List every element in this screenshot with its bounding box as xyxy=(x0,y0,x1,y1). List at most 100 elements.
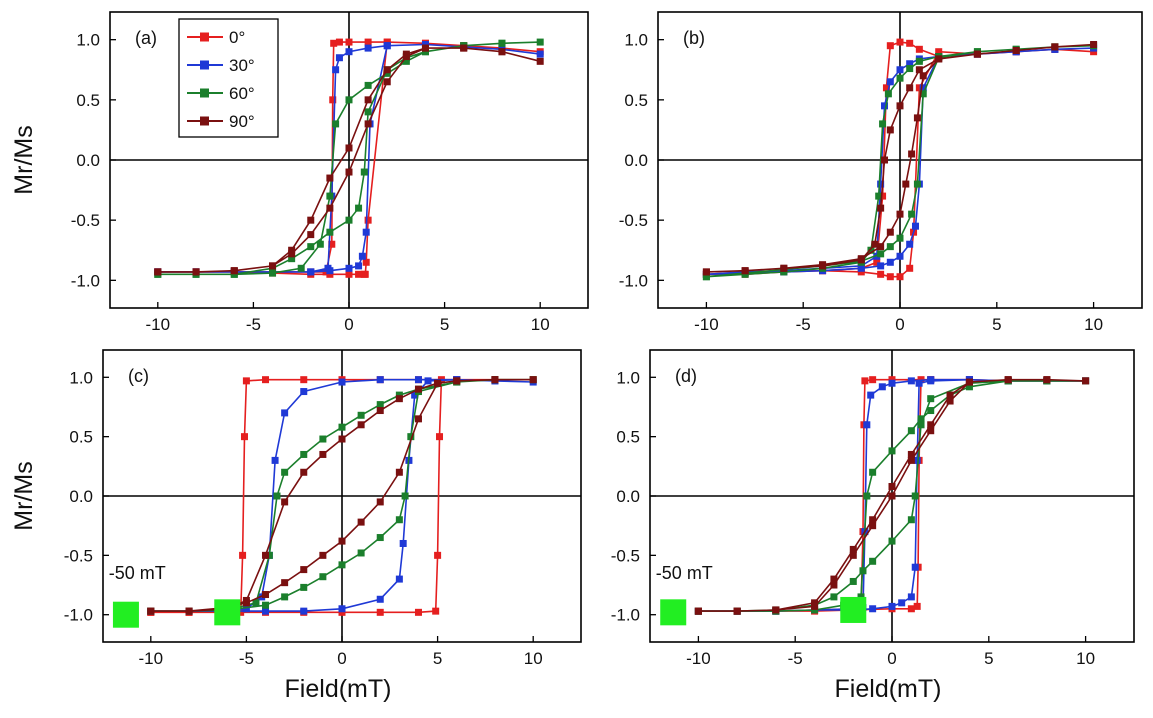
data-point xyxy=(239,551,247,559)
legend-marker xyxy=(200,60,209,70)
data-point xyxy=(906,264,914,272)
x-tick-label: -5 xyxy=(788,649,803,668)
data-point xyxy=(338,605,346,613)
data-point xyxy=(411,391,419,399)
data-point xyxy=(772,606,780,614)
y-tick-label: 1.0 xyxy=(616,368,640,387)
data-point xyxy=(319,435,327,443)
data-point xyxy=(881,102,889,110)
data-point xyxy=(877,270,885,278)
data-point xyxy=(849,545,857,553)
y-tick-label: 0.0 xyxy=(616,487,640,506)
data-point xyxy=(927,427,935,435)
data-point xyxy=(262,591,270,599)
data-point xyxy=(907,456,915,464)
data-point xyxy=(355,270,363,278)
green-square-marker xyxy=(112,601,139,628)
series-line xyxy=(150,378,534,612)
data-point xyxy=(896,74,904,82)
data-point xyxy=(913,602,921,610)
data-point xyxy=(694,607,702,615)
data-point xyxy=(927,377,935,385)
data-point xyxy=(322,268,330,276)
data-point xyxy=(882,84,890,92)
x-tick-label: 10 xyxy=(531,315,550,334)
data-point xyxy=(741,267,749,275)
data-point xyxy=(1090,40,1098,48)
data-point xyxy=(886,126,894,134)
data-point xyxy=(345,144,353,152)
data-point xyxy=(830,581,838,589)
data-point xyxy=(896,234,904,242)
data-point xyxy=(911,222,919,230)
data-point xyxy=(281,468,289,476)
x-axis-title: Field(mT) xyxy=(285,675,392,703)
y-axis-title: Mr/Ms xyxy=(10,125,38,194)
data-point xyxy=(869,376,877,384)
data-point xyxy=(338,561,346,569)
data-point xyxy=(407,433,415,441)
y-tick-label: -0.5 xyxy=(619,211,648,230)
data-point xyxy=(915,45,923,53)
data-point xyxy=(873,252,881,260)
data-point xyxy=(399,539,407,547)
data-point xyxy=(888,376,896,384)
data-point xyxy=(414,608,422,616)
data-point xyxy=(434,551,442,559)
x-tick-label: 0 xyxy=(344,315,353,334)
data-point xyxy=(886,228,894,236)
data-point xyxy=(240,433,248,441)
x-tick-label: -5 xyxy=(246,315,261,334)
data-point xyxy=(376,407,384,415)
data-point xyxy=(927,421,935,429)
data-point xyxy=(491,376,499,384)
data-point xyxy=(414,376,422,384)
data-point xyxy=(879,192,887,200)
y-tick-label: 1.0 xyxy=(76,31,100,50)
data-point xyxy=(395,391,403,399)
data-point xyxy=(907,427,915,435)
data-point xyxy=(1082,377,1090,385)
data-point xyxy=(364,44,372,52)
y-tick-label: 0.5 xyxy=(624,91,648,110)
legend-marker xyxy=(200,116,209,126)
data-point xyxy=(326,174,334,182)
data-point xyxy=(915,84,923,92)
data-point xyxy=(252,599,260,607)
data-point xyxy=(906,60,914,68)
data-point xyxy=(896,210,904,218)
x-tick-label: -10 xyxy=(686,649,711,668)
x-tick-label: -5 xyxy=(796,315,811,334)
data-point xyxy=(919,90,927,98)
data-point xyxy=(863,421,871,429)
data-point xyxy=(273,492,281,500)
data-point xyxy=(877,243,885,251)
data-point xyxy=(242,605,250,613)
data-point xyxy=(383,42,391,50)
data-point xyxy=(421,44,429,52)
data-point xyxy=(896,252,904,260)
data-point xyxy=(326,267,334,275)
data-point xyxy=(319,551,327,559)
data-point xyxy=(332,66,340,74)
data-point xyxy=(230,267,238,275)
panel-d: -10 -5 0 5 10 -1.0 -0.5 0.0 0.5 1.0 Field(mT) (d) -5… xyxy=(611,349,1135,703)
data-point xyxy=(300,388,308,396)
data-point xyxy=(432,607,440,615)
data-point xyxy=(237,608,245,616)
panel-c: -10 -5 0 5 10 -1.0 -0.5 0.0 0.5 1.0 Mr/Ms Field(mT)… xyxy=(10,349,582,703)
data-point xyxy=(338,537,346,545)
y-tick-label: -1.0 xyxy=(619,271,648,290)
data-point xyxy=(395,395,403,403)
data-point xyxy=(867,246,875,254)
data-point xyxy=(946,391,954,399)
data-point xyxy=(917,421,925,429)
data-point xyxy=(288,246,296,254)
data-point xyxy=(907,516,915,524)
data-point xyxy=(927,407,935,415)
data-point xyxy=(265,551,273,559)
data-point xyxy=(907,593,915,601)
data-point xyxy=(702,268,710,276)
data-point xyxy=(498,39,506,47)
